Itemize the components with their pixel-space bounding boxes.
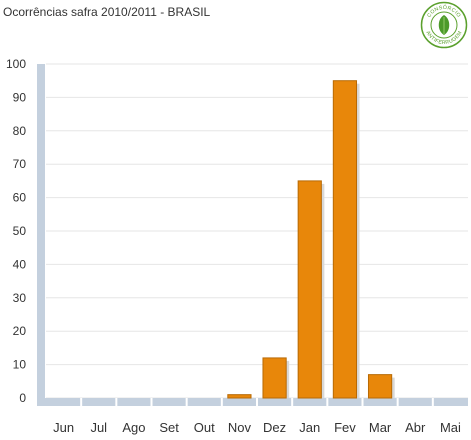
chart-title: Ocorrências safra 2010/2011 - BRASIL (3, 5, 211, 19)
y-tick-label: 60 (13, 191, 27, 205)
y-axis (37, 64, 45, 406)
y-tick-label: 30 (13, 291, 27, 305)
y-tick-label: 90 (13, 90, 27, 104)
x-tick-label: Ago (122, 420, 145, 435)
y-tick-label: 0 (19, 391, 26, 405)
bar-dez[interactable] (262, 357, 287, 399)
x-tick-label: Mai (440, 420, 461, 435)
x-tick-label: Fev (334, 420, 356, 435)
bar-fev[interactable] (332, 80, 358, 399)
y-tick-label: 70 (13, 157, 27, 171)
x-tick-label: Jul (90, 420, 107, 435)
y-tick-label: 100 (6, 57, 26, 71)
x-tick-label: Set (159, 420, 179, 435)
x-tick-label: Jan (299, 420, 320, 435)
x-tick-label: Dez (263, 420, 286, 435)
x-tick-label: Mar (369, 420, 392, 435)
bar-jan[interactable] (297, 180, 322, 399)
bar-mar[interactable] (367, 374, 393, 399)
bar-nov[interactable] (227, 394, 252, 399)
x-tick-label: Nov (228, 420, 252, 435)
grid-lines (46, 63, 468, 399)
y-tick-label: 20 (13, 324, 27, 338)
y-tick-label: 80 (13, 124, 27, 138)
y-tick-label: 10 (13, 358, 27, 372)
x-tick-labels: Jun Jul Ago Set Out Nov Dez Jan Fev Mar Abr Mai (53, 420, 461, 435)
x-tick-label: Out (194, 420, 215, 435)
x-tick-label: Abr (405, 420, 426, 435)
y-tick-label: 40 (13, 257, 27, 271)
x-axis (37, 398, 468, 406)
y-tick-label: 50 (13, 224, 27, 238)
consorcio-logo: CONSÓRCIO ANTIFERRUGEM (420, 1, 468, 49)
y-tick-labels: 0 10 20 30 40 50 60 70 80 90 100 (6, 57, 26, 405)
axes (37, 64, 468, 406)
x-tick-label: Jun (53, 420, 74, 435)
bars (227, 80, 395, 399)
